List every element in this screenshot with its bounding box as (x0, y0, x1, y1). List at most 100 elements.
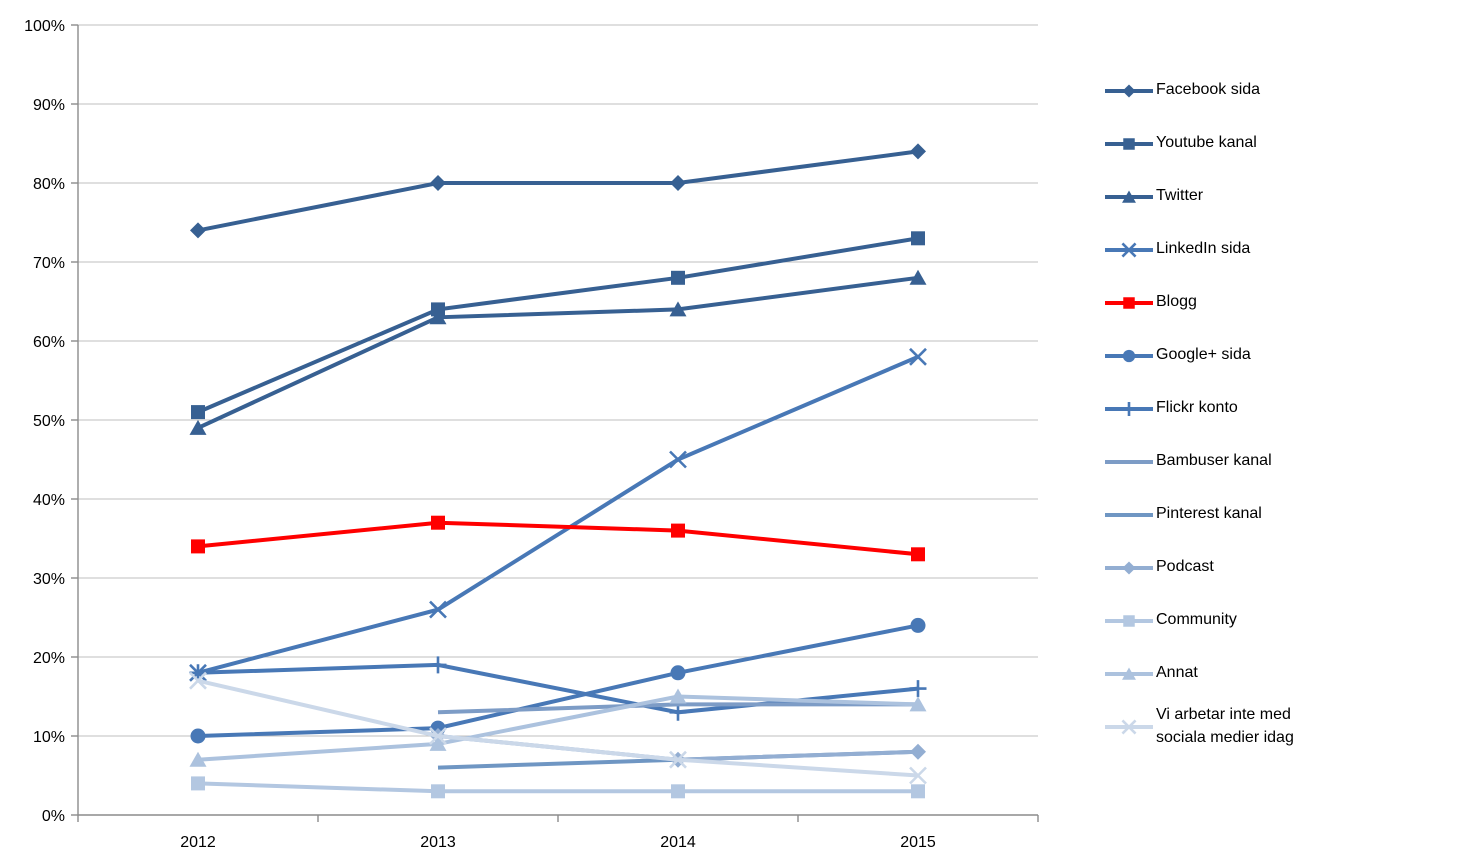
y-axis-tick-label: 30% (33, 571, 65, 588)
triangle-marker-icon (189, 751, 207, 767)
y-axis-tick-label: 70% (33, 255, 65, 272)
legend-marker (1123, 296, 1135, 309)
legend-marker-icon (1105, 349, 1153, 362)
x-marker-icon (429, 600, 447, 619)
series-blogg (191, 515, 925, 562)
data-point-marker (910, 617, 926, 633)
legend-label: Twitter (1156, 187, 1204, 205)
x-marker-icon (1121, 719, 1137, 734)
y-axis-tick-label: 60% (33, 334, 65, 351)
legend-marker (1122, 666, 1136, 680)
legend-item: Twitter (1105, 170, 1445, 223)
series-line (197, 236, 919, 414)
legend-label: Facebook sida (1156, 81, 1261, 99)
data-point-marker (431, 784, 445, 799)
legend-marker-icon (1105, 560, 1153, 575)
legend-item: Flickr konto (1105, 382, 1445, 435)
legend-marker (1122, 349, 1136, 362)
legend-item: Youtube kanal (1105, 117, 1445, 170)
legend-marker-icon (1105, 242, 1153, 257)
legend-item: Facebook sida (1105, 64, 1445, 117)
data-point-marker (670, 175, 686, 191)
data-point-marker (430, 175, 446, 191)
legend-marker-icon (1105, 614, 1153, 627)
data-point-marker (670, 665, 686, 681)
square-marker-icon (911, 547, 925, 562)
y-axis-tick-label: 90% (33, 97, 65, 114)
series-line (197, 149, 919, 233)
data-point-marker (911, 784, 925, 799)
data-point-marker (910, 143, 926, 160)
data-point-marker (671, 784, 685, 799)
legend-marker (1121, 242, 1137, 257)
legend-marker (1123, 137, 1135, 150)
plus-marker-icon (909, 680, 927, 698)
plus-marker-icon (669, 703, 687, 721)
data-point-marker (189, 419, 207, 435)
data-point-marker (190, 728, 206, 744)
data-point-marker (189, 751, 207, 767)
legend-label: Podcast (1156, 558, 1214, 576)
square-marker-icon (191, 405, 205, 420)
data-point-marker (429, 656, 447, 674)
legend-label: Blogg (1156, 293, 1197, 311)
square-marker-icon (431, 515, 445, 530)
data-point-marker (429, 727, 447, 745)
legend-marker (1122, 189, 1136, 203)
legend-label: LinkedIn sida (1156, 240, 1251, 258)
triangle-marker-icon (429, 309, 447, 325)
square-marker-icon (1123, 137, 1135, 150)
legend-marker (1122, 560, 1136, 575)
y-axis-tick-label: 10% (33, 729, 65, 746)
y-axis-tick-label: 50% (33, 413, 65, 430)
series-google-sida (190, 617, 926, 744)
triangle-marker-icon (1122, 189, 1136, 203)
square-marker-icon (671, 784, 685, 799)
circle-marker-icon (1122, 349, 1136, 362)
data-point-marker (190, 222, 206, 239)
legend-item: Blogg (1105, 276, 1445, 329)
plus-marker-icon (189, 664, 207, 682)
data-point-marker (909, 766, 927, 785)
x-marker-icon (909, 347, 927, 366)
x-marker-icon (669, 450, 687, 469)
data-point-marker (909, 347, 927, 366)
series-line (197, 623, 919, 738)
data-point-marker (189, 664, 207, 682)
legend-marker-icon (1105, 719, 1153, 734)
x-marker-icon (429, 727, 447, 745)
triangle-marker-icon (189, 419, 207, 435)
legend-marker-icon (1105, 459, 1153, 464)
plus-marker-icon (1122, 401, 1136, 416)
data-point-marker (909, 269, 927, 285)
triangle-marker-icon (669, 301, 687, 317)
square-marker-icon (1123, 296, 1135, 309)
legend-item: Pinterest kanal (1105, 488, 1445, 541)
series-line (197, 694, 919, 762)
x-axis-tick-label: 2012 (180, 834, 216, 851)
triangle-marker-icon (669, 688, 687, 704)
series-line (197, 354, 919, 675)
data-point-marker (671, 523, 685, 538)
legend-marker (1122, 83, 1136, 98)
square-marker-icon (191, 776, 205, 791)
y-axis-tick-label: 100% (24, 18, 65, 35)
legend-marker-icon (1105, 666, 1153, 680)
series-twitter (189, 269, 927, 435)
legend-label: Bambuser kanal (1156, 452, 1272, 470)
circle-marker-icon (190, 728, 206, 744)
series-line (197, 520, 919, 557)
circle-marker-icon (670, 665, 686, 681)
plus-marker-icon (429, 656, 447, 674)
legend-label: Vi arbetar inte med sociala medier idag (1156, 706, 1294, 746)
data-point-marker (669, 750, 687, 769)
legend-label: Youtube kanal (1156, 134, 1257, 152)
series-youtube-kanal (191, 231, 925, 420)
x-marker-icon (909, 766, 927, 785)
legend-item: Google+ sida (1105, 329, 1445, 382)
legend-marker-icon (1105, 189, 1153, 203)
square-marker-icon (671, 523, 685, 538)
series-line (197, 781, 918, 794)
